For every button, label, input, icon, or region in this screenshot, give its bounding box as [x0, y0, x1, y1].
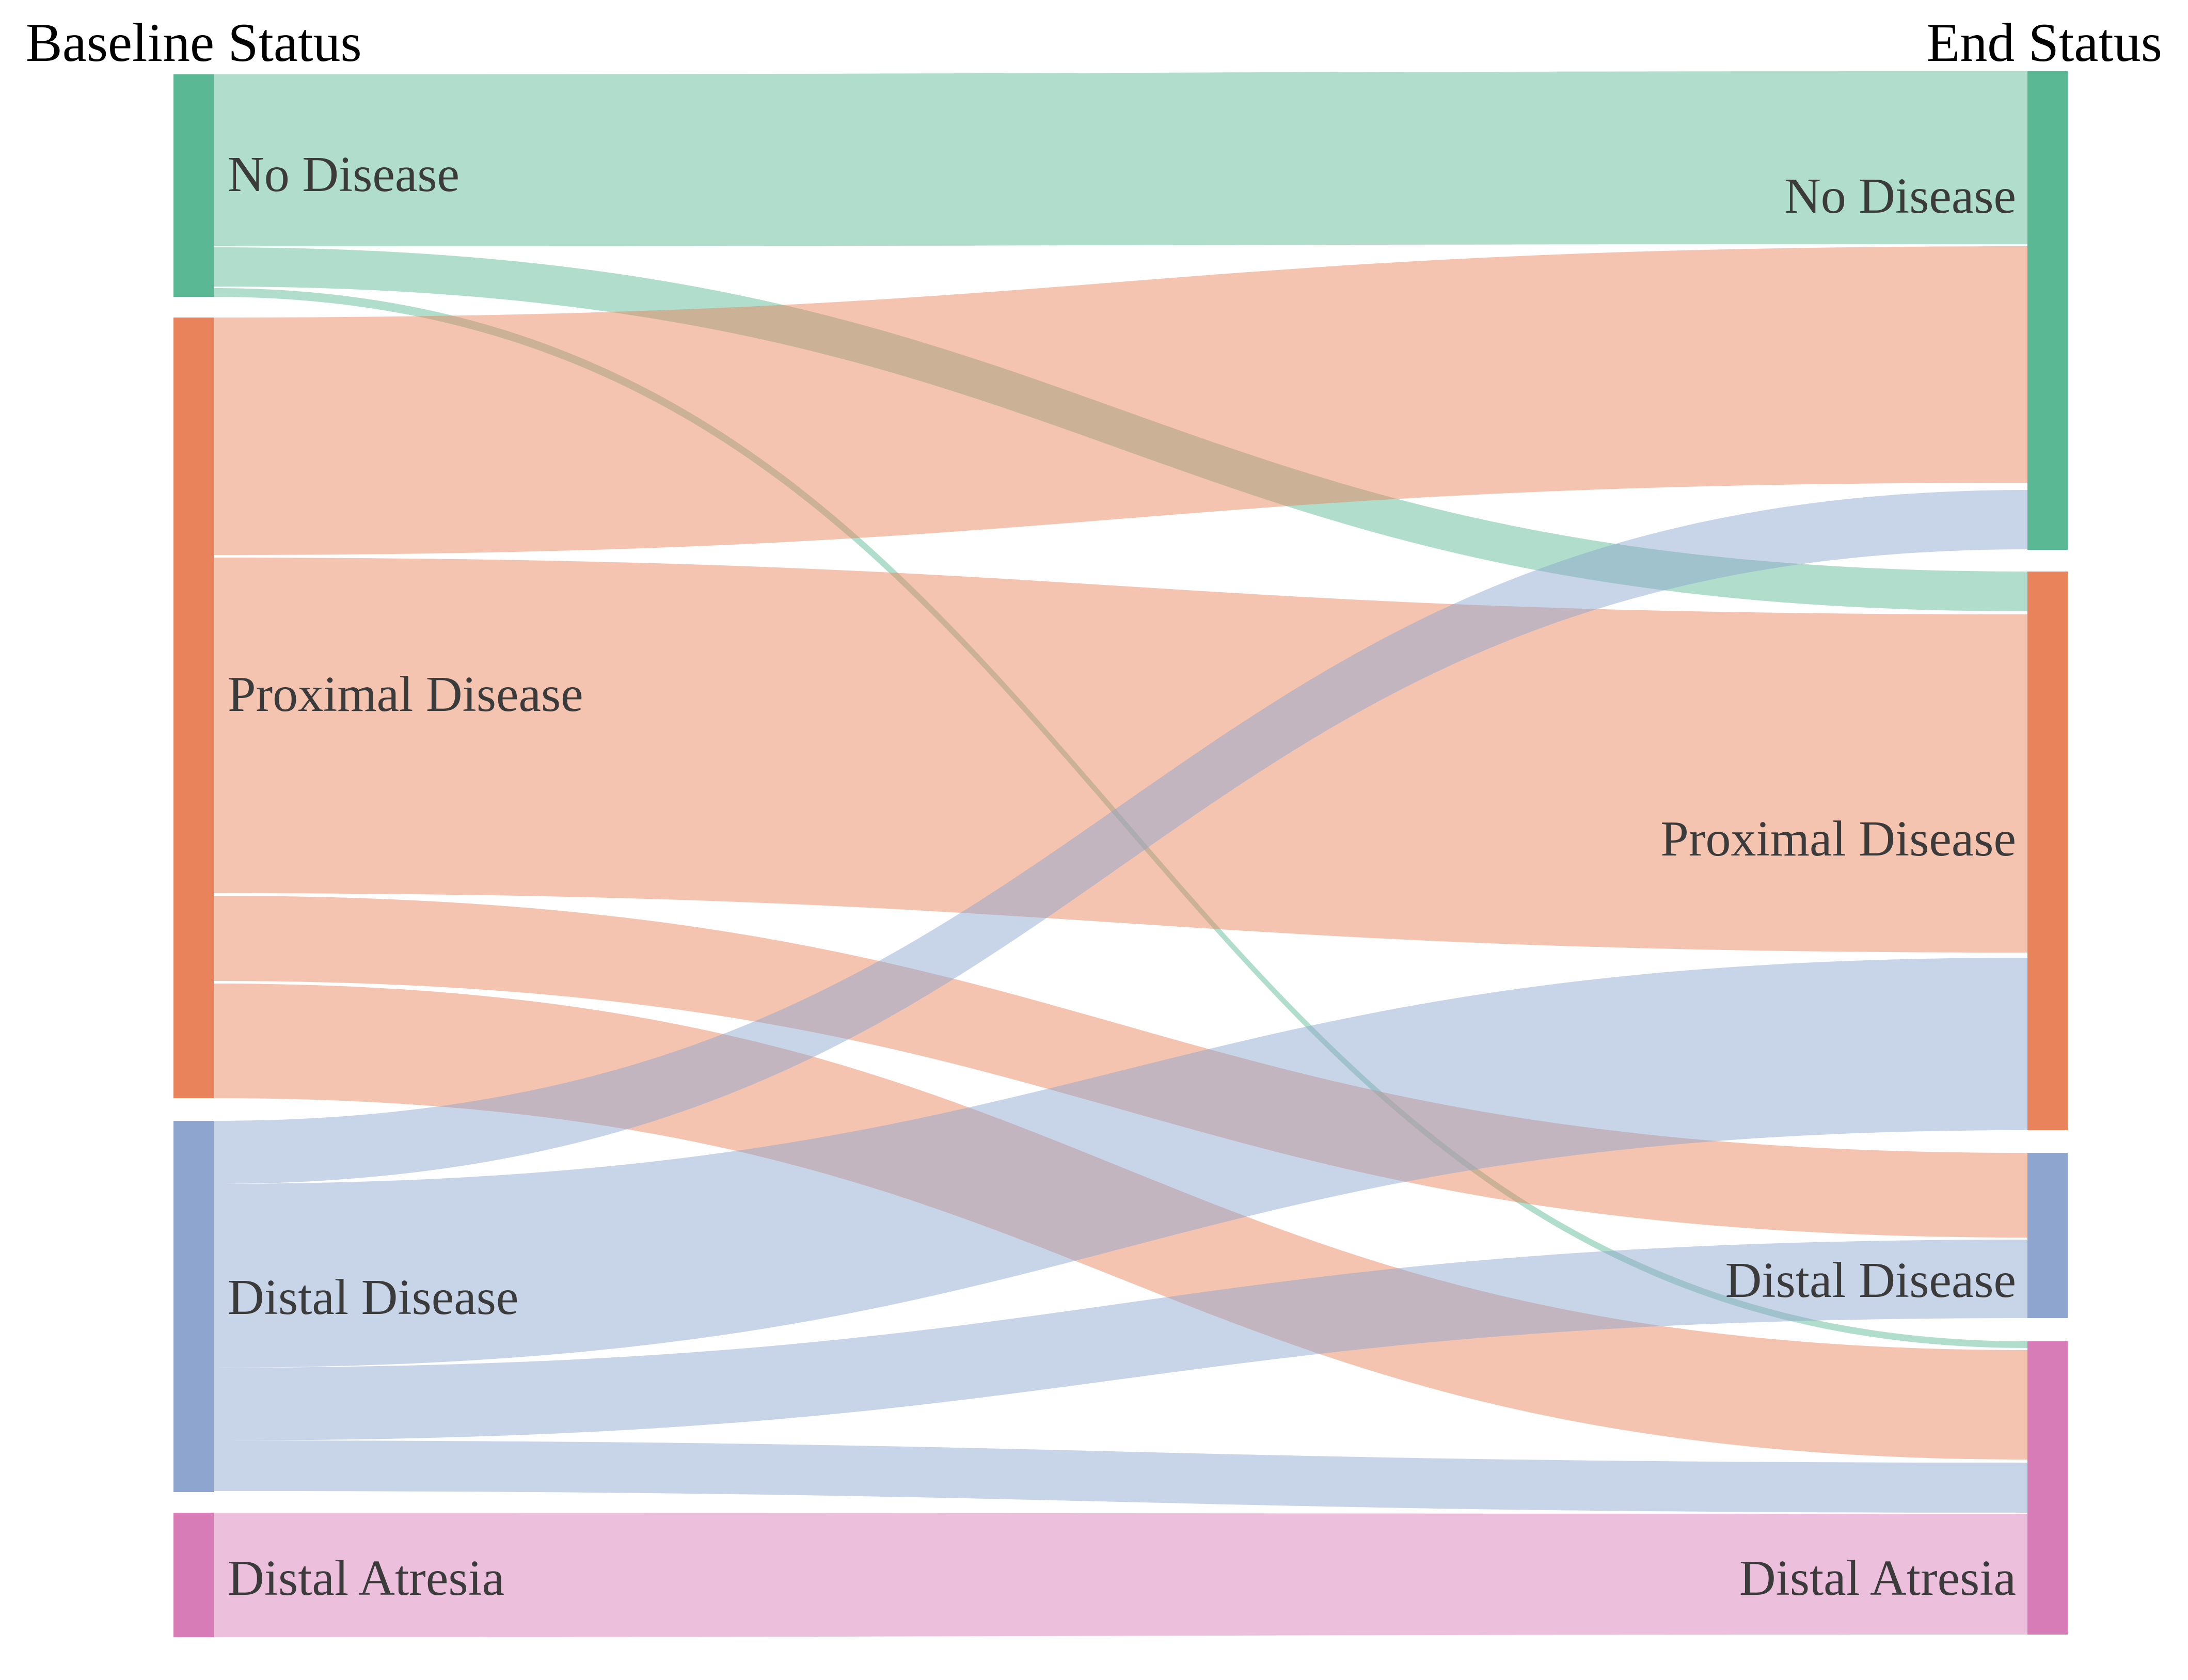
sankey-link-baseline-no-disease-to-end-no-disease — [214, 71, 2027, 246]
sankey-node-baseline-no-disease — [173, 74, 214, 297]
sankey-node-baseline-distal-atresia — [173, 1513, 214, 1637]
sankey-link-baseline-no-disease-to-end-distal-atresia — [214, 288, 2027, 1348]
sankey-link-baseline-distal-atresia-to-end-distal-atresia — [214, 1513, 2027, 1637]
sankey-node-baseline-distal — [173, 1121, 214, 1492]
sankey-link-baseline-distal-to-end-distal — [214, 1240, 2027, 1440]
sankey-node-end-distal-atresia — [2027, 1341, 2068, 1635]
node-label-baseline-proximal: Proximal Disease — [228, 667, 583, 722]
node-label-baseline-distal-atresia: Distal Atresia — [228, 1550, 504, 1606]
sankey-links-layer — [214, 71, 2027, 1637]
node-label-end-distal: Distal Disease — [1725, 1253, 2016, 1308]
sankey-link-baseline-no-disease-to-end-proximal — [214, 247, 2027, 611]
sankey-link-baseline-proximal-to-end-proximal — [214, 558, 2027, 953]
left-column-title: Baseline Status — [26, 12, 362, 73]
node-label-end-distal-atresia: Distal Atresia — [1739, 1550, 2016, 1606]
sankey-node-end-no-disease — [2027, 71, 2068, 550]
node-label-baseline-no-disease: No Disease — [228, 147, 459, 202]
sankey-link-baseline-distal-to-end-proximal — [214, 958, 2027, 1368]
sankey-node-baseline-proximal — [173, 318, 214, 1098]
sankey-link-baseline-distal-to-end-distal-atresia — [214, 1440, 2027, 1513]
sankey-node-end-proximal — [2027, 572, 2068, 1130]
node-label-end-no-disease: No Disease — [1784, 168, 2016, 224]
sankey-link-baseline-proximal-to-end-no-disease — [214, 246, 2027, 555]
node-label-baseline-distal: Distal Disease — [228, 1270, 518, 1325]
right-column-title: End Status — [1927, 12, 2162, 73]
sankey-link-baseline-proximal-to-end-distal-atresia — [214, 984, 2027, 1460]
sankey-node-end-distal — [2027, 1153, 2068, 1318]
node-label-end-proximal: Proximal Disease — [1660, 811, 2016, 867]
sankey-link-baseline-distal-to-end-no-disease — [214, 490, 2027, 1184]
sankey-link-baseline-proximal-to-end-distal — [214, 896, 2027, 1238]
sankey-nodes-layer — [173, 71, 2068, 1637]
sankey-node-labels-layer: No Disease Proximal Disease Distal Disease… — [228, 147, 2016, 1606]
